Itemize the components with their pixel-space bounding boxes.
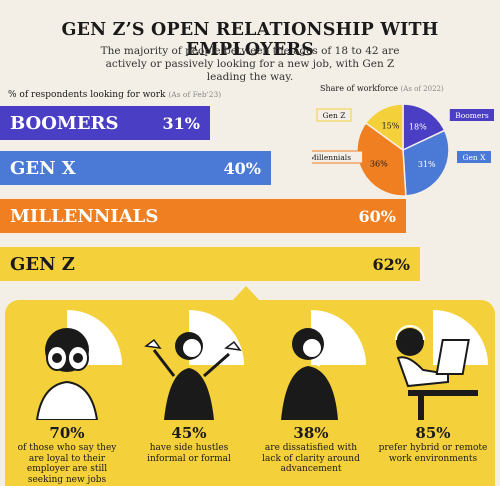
stat-card: 70% of those who say they are loyal to th…: [12, 425, 122, 485]
pie-slice-millennials: [356, 121, 407, 197]
bar-chart-title: % of respondents looking for work (As of…: [8, 90, 221, 100]
pie-value-label: 18%: [409, 123, 427, 132]
stat-value: 38%: [293, 424, 329, 442]
stat-description: have side hustles informal or formal: [147, 443, 231, 464]
pie-slice-gen-z: [364, 103, 404, 152]
bar-chart-title-text: % of respondents looking for work: [8, 90, 166, 100]
pie-legend-boomers: Boomers: [449, 109, 495, 121]
pie-value-label: 15%: [382, 121, 400, 130]
pie-category-label: Gen Z: [323, 111, 346, 120]
pie-legend-millennials: Millennials: [296, 150, 364, 164]
bar-millennials: MILLENNIALS 60%: [0, 199, 406, 233]
stat-description: prefer hybrid or remote work environment…: [378, 443, 488, 464]
pie-chart-title: Share of workforce (As of 2022): [320, 84, 444, 93]
stat-description: of those who say they are loyal to their…: [17, 443, 117, 485]
bar-category-label: GEN X: [10, 157, 76, 179]
page-subtitle: The majority of people between the ages …: [100, 45, 400, 83]
stat-value: 70%: [49, 424, 85, 442]
pie-slice-boomers: [402, 103, 446, 152]
bar-value-label: 60%: [358, 206, 396, 226]
pie-legend-gen-x: Gen X: [457, 151, 491, 163]
stat-card: 38% are dissatisfied with lack of clarity…: [256, 425, 366, 475]
stat-card: 45% have side hustles informal or formal: [134, 425, 244, 464]
bar-chart-asof: (As of Feb'23): [168, 90, 222, 99]
stat-card: 85% prefer hybrid or remote work environm…: [378, 425, 488, 464]
binoculars-person-illustration: [35, 310, 122, 420]
pie-chart-title-text: Share of workforce: [320, 84, 398, 93]
bar-category-label: BOOMERS: [10, 112, 119, 134]
page-title: GEN Z’S OPEN RELATIONSHIP WITH EMPLOYERS: [61, 20, 439, 60]
bar-gen-x: GEN X 40%: [0, 151, 271, 185]
pie-chart: 18% 31% 36% 15% Boomers Gen X Millennials Gen Z: [296, 94, 495, 202]
dissatisfied-person-illustration: [281, 310, 366, 420]
side-hustle-person-illustration: [144, 310, 244, 420]
bar-category-label: GEN Z: [10, 253, 75, 275]
bar-category-label: MILLENNIALS: [10, 205, 159, 227]
bar-value-label: 31%: [162, 113, 200, 133]
pie-category-label: Gen X: [463, 153, 487, 162]
pie-legend-gen-z: Gen Z: [316, 108, 352, 122]
remote-worker-illustration: [395, 310, 488, 420]
pie-category-label: Millennials: [312, 153, 351, 162]
bar-boomers: BOOMERS 31%: [0, 106, 210, 140]
bar-gen-z: GEN Z 62%: [0, 247, 420, 281]
stat-description: are dissatisfied with lack of clarity ar…: [262, 443, 360, 474]
stat-value: 85%: [415, 424, 451, 442]
pie-category-label: Boomers: [455, 111, 489, 120]
pie-chart-asof: (As of 2022): [400, 85, 444, 93]
bar-value-label: 40%: [223, 158, 261, 178]
pie-value-label: 31%: [418, 160, 436, 169]
pie-slice-gen-x: [402, 129, 450, 197]
stat-value: 45%: [171, 424, 207, 442]
pie-value-label: 36%: [370, 159, 388, 168]
bar-value-label: 62%: [372, 254, 410, 274]
panel-pointer: [232, 286, 260, 301]
pie-chart-svg: 18% 31% 36% 15% Boomers Gen X Millennials Gen Z: [296, 103, 495, 197]
